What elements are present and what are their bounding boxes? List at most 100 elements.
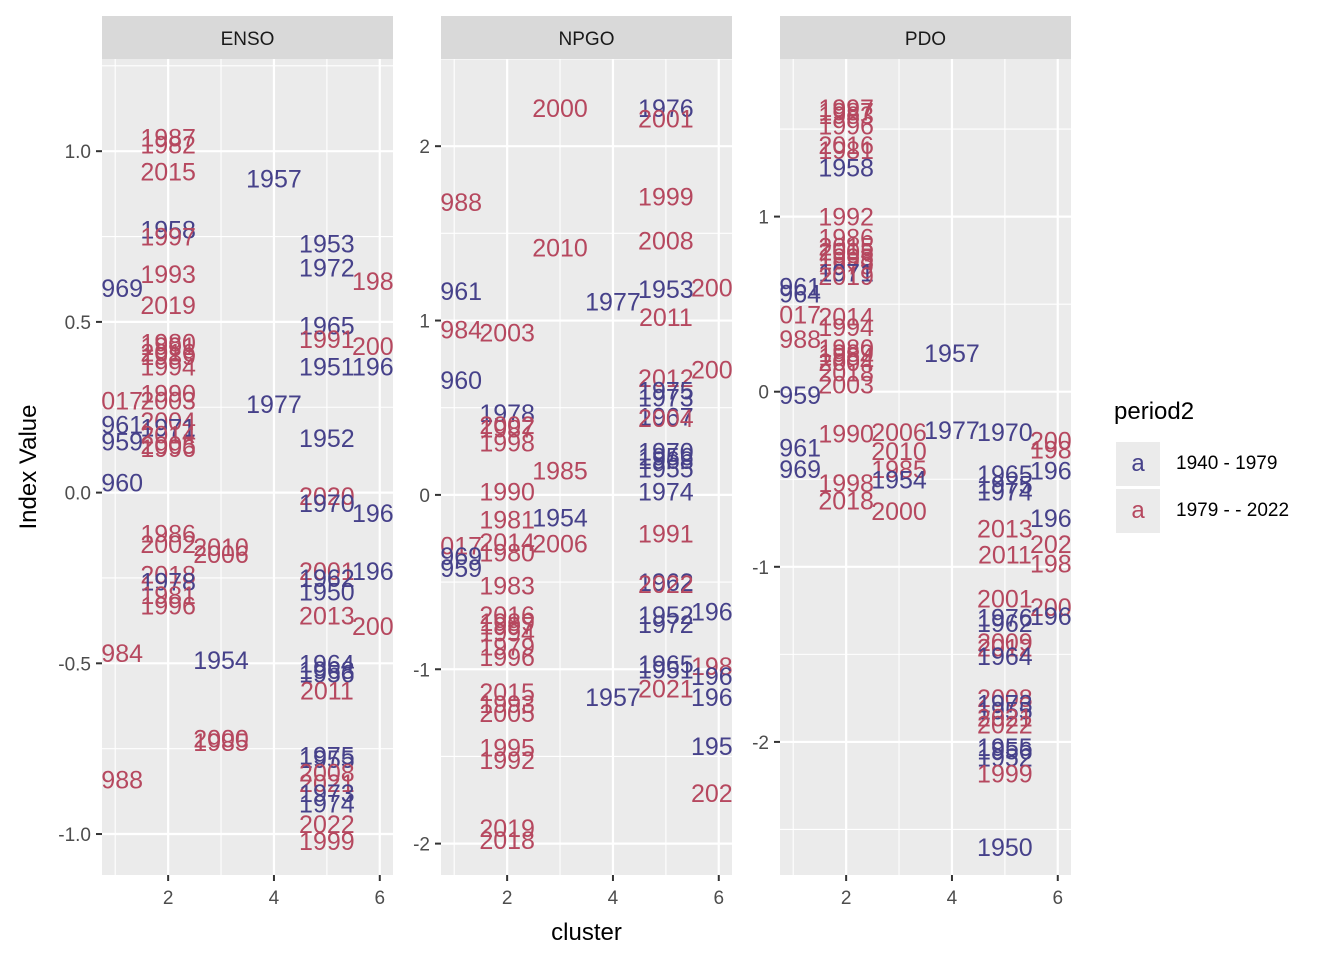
point-label: 1971 [818,260,874,288]
point-label: 1957 [246,165,302,193]
point-label: 1993 [818,247,874,275]
point-label: 2014 [140,422,196,450]
point-label: 2002 [1030,594,1086,622]
point-label: 2015 [818,233,874,261]
point-label: 2001 [638,105,694,133]
point-label: 2018 [818,359,874,387]
point-label: 1987 [479,416,535,444]
point-label: 2009 [352,613,408,641]
point-label: 1973 [299,780,355,808]
point-label: 1976 [977,605,1033,633]
point-label: 1990 [818,421,874,449]
gridlines-enso [102,59,393,875]
point-label: 1974 [638,478,694,506]
point-label: 1980 [818,335,874,363]
point-label: 2000 [532,95,588,123]
point-label: 2017 [426,532,482,560]
point-label: 1962 [977,610,1033,638]
point-label: 1952 [299,425,355,453]
point-label: 1996 [818,113,874,141]
y-tick-label-pdo: 0 [758,383,769,404]
point-label: 2006 [871,419,927,447]
point-label: 1981 [818,137,874,165]
point-label: 2020 [1030,531,1086,559]
point-label: 2016 [818,132,874,160]
point-label: 1957 [924,340,980,368]
y-tick-label-enso: 0.0 [65,484,91,505]
legend-label-late: 1979 - - 2022 [1176,500,1290,521]
point-label: 1952 [977,745,1033,773]
panel-bg-npgo [441,59,732,875]
point-label: 2009 [977,629,1033,657]
point-label: 1950 [299,579,355,607]
point-label: 1992 [479,747,535,775]
strip-label-enso: ENSO [221,29,275,50]
point-label: 1956 [977,738,1033,766]
point-label: 1972 [299,254,355,282]
point-label: 1974 [299,790,355,818]
point-label: 1998 [818,470,874,498]
point-label: 1994 [140,353,196,381]
point-label: 1960 [426,367,482,395]
point-label: 1969 [426,543,482,571]
point-label: 1960 [87,469,143,497]
point-label: 1967 [638,403,694,431]
point-label: 1986 [818,225,874,253]
point-label: 1995 [479,735,535,763]
y-tick-label-npgo: -1 [413,660,430,681]
x-tick-label-pdo: 2 [841,888,852,909]
point-label: 1959 [765,382,821,410]
y-tick-label-npgo: 0 [419,486,430,507]
point-label: 2003 [479,320,535,348]
point-label: 1952 [638,602,694,630]
point-label: 1955 [977,734,1033,762]
point-label: 2018 [140,562,196,590]
point-label: 1963 [352,353,408,381]
point-label: 1999 [977,760,1033,788]
point-label: 1983 [1030,436,1086,464]
point-label: 2021 [299,770,355,798]
point-label: 2014 [818,303,874,331]
point-label: 1985 [532,457,588,485]
point-label: 2017 [87,387,143,415]
point-label: 1994 [479,620,535,648]
point-label: 2020 [299,483,355,511]
y-axis-title: Index Value [15,405,42,530]
point-label: 1990 [140,381,196,409]
point-label: 1988 [87,766,143,794]
point-label: 2002 [140,531,196,559]
point-label: 1967 [1030,505,1086,533]
y-tick-label-pdo: -2 [752,733,769,754]
point-label: 2017 [765,302,821,330]
point-label: 1987 [140,125,196,153]
point-label: 1963 [691,599,747,627]
legend-key-glyph-late: a [1131,497,1145,524]
point-label: 1999 [638,184,694,212]
point-label: 1981 [479,506,535,534]
point-label: 2003 [818,372,874,400]
point-label: 1988 [765,326,821,354]
point-label: 1951 [299,353,355,381]
point-label: 1979 [818,253,874,281]
legend-key-early: a [1116,442,1160,486]
point-label: 1993 [479,691,535,719]
point-label: 2008 [638,227,694,255]
point-label: 2007 [1030,428,1086,456]
point-label: 2005 [479,700,535,728]
point-label: 2004 [818,349,874,377]
y-tick-label-pdo: -1 [752,558,769,579]
point-label: 2020 [691,780,747,808]
legend-label-early: 1940 - 1979 [1176,453,1278,474]
point-label: 1955 [638,456,694,484]
point-label: 1984 [818,344,874,372]
point-label: 2006 [532,531,588,559]
point-label: 2016 [140,340,196,368]
point-label: 1980 [140,329,196,357]
point-label: 1975 [299,743,355,771]
point-label: 2008 [299,760,355,788]
point-label: 1996 [140,592,196,620]
point-label: 1955 [299,746,355,774]
point-label: 1967 [352,500,408,528]
